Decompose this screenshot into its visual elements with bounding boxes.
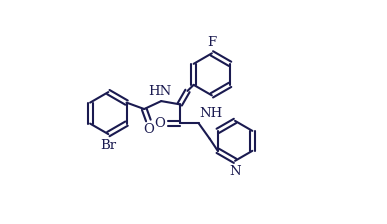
Text: F: F: [207, 36, 216, 49]
Text: O: O: [144, 123, 154, 136]
Text: N: N: [230, 165, 241, 178]
Text: Br: Br: [101, 139, 117, 152]
Text: HN: HN: [149, 85, 172, 98]
Text: NH: NH: [200, 108, 223, 121]
Text: O: O: [154, 117, 165, 130]
